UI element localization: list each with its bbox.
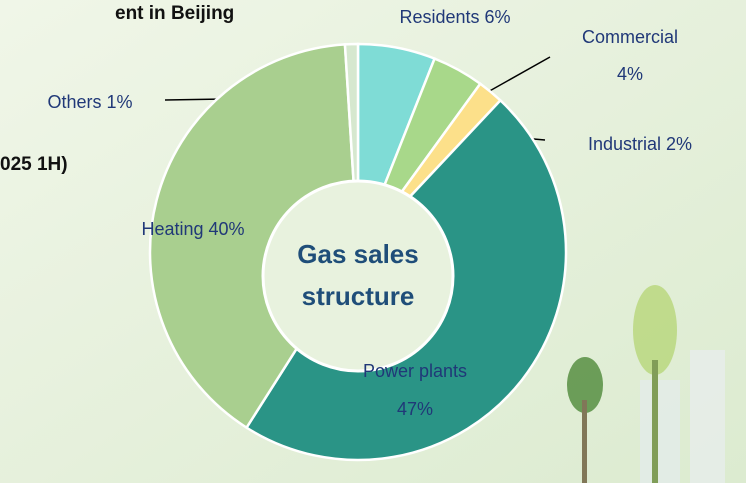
data-label: Commercial 4%: [582, 27, 678, 84]
category-label: Commercial: [582, 27, 678, 47]
value-label: 1%: [107, 92, 133, 112]
data-label: Industrial 2%: [588, 134, 692, 154]
category-label: Power plants: [363, 361, 467, 381]
category-label: Others: [47, 92, 101, 112]
value-label: 47%: [397, 399, 433, 419]
data-label: Heating 40%: [141, 219, 244, 239]
category-label: Heating: [141, 219, 203, 239]
value-label: 6%: [485, 7, 511, 27]
category-label: Residents: [399, 7, 479, 27]
decoration: [567, 285, 725, 483]
title-fragment: 025 1H): [0, 154, 68, 175]
center-label: Gas sales: [297, 239, 418, 269]
data-label: Residents 6%: [399, 7, 510, 27]
center-label: structure: [302, 281, 415, 311]
value-label: 2%: [666, 134, 692, 154]
title-fragment: ent in Beijing: [115, 3, 234, 24]
category-label: Industrial: [588, 134, 661, 154]
data-label: Others 1%: [47, 92, 132, 112]
value-label: 4%: [617, 64, 643, 84]
donut-hole: [261, 179, 455, 373]
data-label: Power plants 47%: [363, 361, 467, 419]
value-label: 40%: [209, 219, 245, 239]
